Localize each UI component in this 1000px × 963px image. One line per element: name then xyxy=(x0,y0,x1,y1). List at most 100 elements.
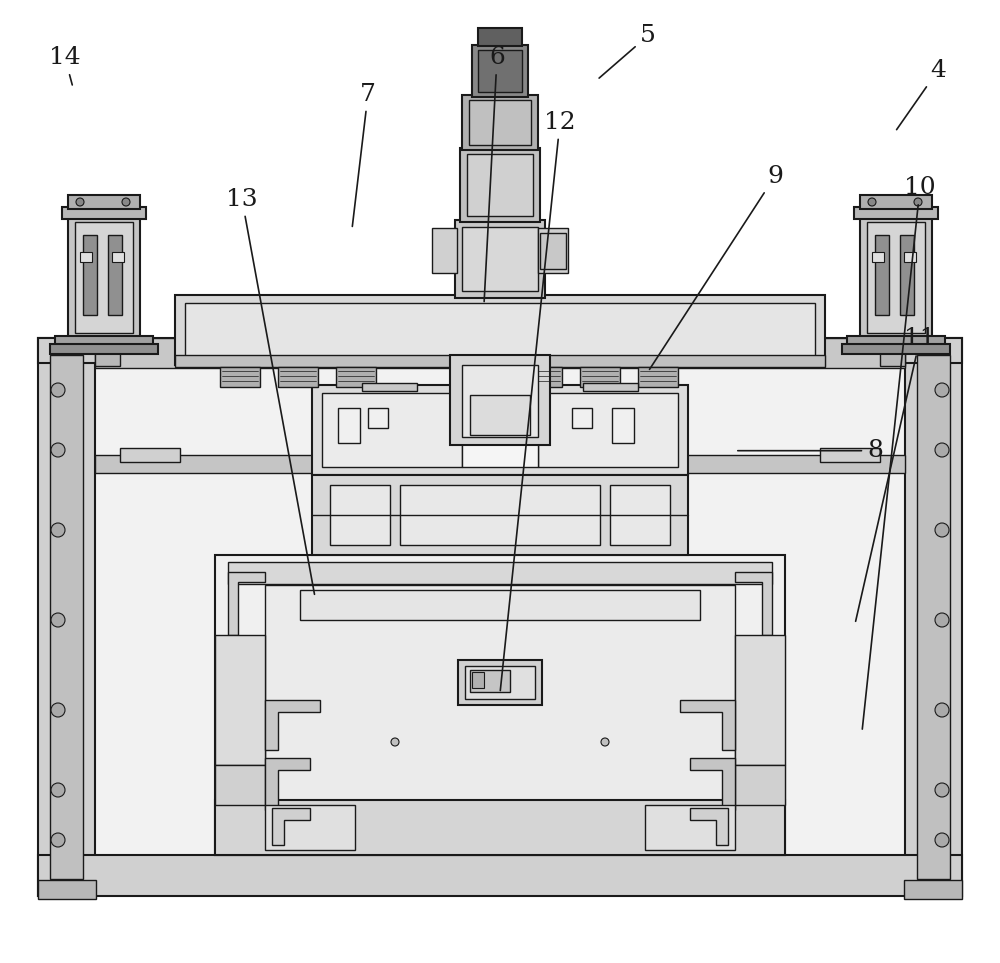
Circle shape xyxy=(935,443,949,457)
Circle shape xyxy=(51,613,65,627)
Bar xyxy=(458,660,542,705)
Bar xyxy=(842,344,950,354)
Bar xyxy=(860,195,932,209)
Bar xyxy=(185,303,815,357)
Circle shape xyxy=(935,783,949,797)
Bar xyxy=(472,45,528,97)
Bar xyxy=(95,455,905,473)
Bar xyxy=(860,215,932,340)
Bar xyxy=(904,880,962,899)
Bar xyxy=(38,338,962,896)
Polygon shape xyxy=(690,808,728,845)
Bar xyxy=(432,228,457,273)
Text: 7: 7 xyxy=(352,83,376,226)
Bar xyxy=(265,805,355,850)
Bar xyxy=(460,148,540,222)
Bar xyxy=(95,340,120,366)
Circle shape xyxy=(51,443,65,457)
Bar xyxy=(867,222,925,333)
Bar xyxy=(455,220,545,298)
Circle shape xyxy=(914,198,922,206)
Bar xyxy=(112,252,124,262)
Bar xyxy=(338,408,360,443)
Bar xyxy=(362,383,417,391)
Bar xyxy=(580,367,620,387)
Bar xyxy=(312,475,688,555)
Bar xyxy=(522,367,562,387)
Text: 8: 8 xyxy=(738,439,883,462)
Bar xyxy=(478,50,522,92)
Bar xyxy=(900,235,914,315)
Polygon shape xyxy=(690,758,735,810)
Bar xyxy=(470,395,530,435)
Circle shape xyxy=(51,703,65,717)
Bar xyxy=(175,355,825,367)
Bar xyxy=(478,28,522,46)
Bar xyxy=(735,635,785,765)
Text: 12: 12 xyxy=(500,111,576,690)
Text: 9: 9 xyxy=(650,165,783,370)
Bar xyxy=(228,562,772,584)
Bar xyxy=(120,448,180,462)
Circle shape xyxy=(51,523,65,537)
Bar xyxy=(312,385,688,475)
Bar xyxy=(95,338,905,368)
Bar xyxy=(38,338,962,363)
Bar xyxy=(469,100,531,145)
Bar xyxy=(872,252,884,262)
Bar xyxy=(400,485,600,545)
Circle shape xyxy=(122,198,130,206)
Circle shape xyxy=(601,738,609,746)
Bar xyxy=(847,336,945,348)
Bar xyxy=(38,880,96,899)
Bar xyxy=(215,555,785,855)
Circle shape xyxy=(51,383,65,397)
Bar xyxy=(583,383,638,391)
Bar xyxy=(368,408,388,428)
Bar xyxy=(75,222,133,333)
Polygon shape xyxy=(265,700,320,750)
Bar xyxy=(880,340,905,366)
Circle shape xyxy=(935,383,949,397)
Bar xyxy=(538,228,568,273)
Bar xyxy=(68,215,140,340)
Bar xyxy=(336,367,376,387)
Circle shape xyxy=(868,198,876,206)
Bar xyxy=(278,367,318,387)
Bar xyxy=(80,252,92,262)
Polygon shape xyxy=(265,758,310,810)
Bar xyxy=(735,765,785,805)
Bar xyxy=(462,365,538,437)
Bar xyxy=(638,367,678,387)
Bar xyxy=(55,336,153,348)
Bar xyxy=(38,338,95,896)
Bar xyxy=(220,367,260,387)
Polygon shape xyxy=(272,808,310,845)
Bar xyxy=(50,355,83,879)
Bar xyxy=(50,344,158,354)
Bar xyxy=(854,207,938,219)
Text: 11: 11 xyxy=(856,327,936,621)
Text: 13: 13 xyxy=(226,188,314,594)
Polygon shape xyxy=(228,572,265,635)
Bar xyxy=(645,805,735,850)
Circle shape xyxy=(935,523,949,537)
Text: 4: 4 xyxy=(897,59,946,130)
Bar xyxy=(83,235,97,315)
Text: 5: 5 xyxy=(599,24,656,78)
Bar xyxy=(215,800,785,855)
Bar xyxy=(467,154,533,216)
Bar xyxy=(462,95,538,150)
Circle shape xyxy=(76,198,84,206)
Bar xyxy=(215,635,265,765)
Circle shape xyxy=(391,738,399,746)
Bar xyxy=(465,666,535,699)
Circle shape xyxy=(935,833,949,847)
Bar xyxy=(175,295,825,365)
Bar xyxy=(68,195,140,209)
Circle shape xyxy=(935,703,949,717)
Bar xyxy=(572,408,592,428)
Circle shape xyxy=(51,783,65,797)
Bar xyxy=(538,393,678,467)
Bar xyxy=(215,765,265,805)
